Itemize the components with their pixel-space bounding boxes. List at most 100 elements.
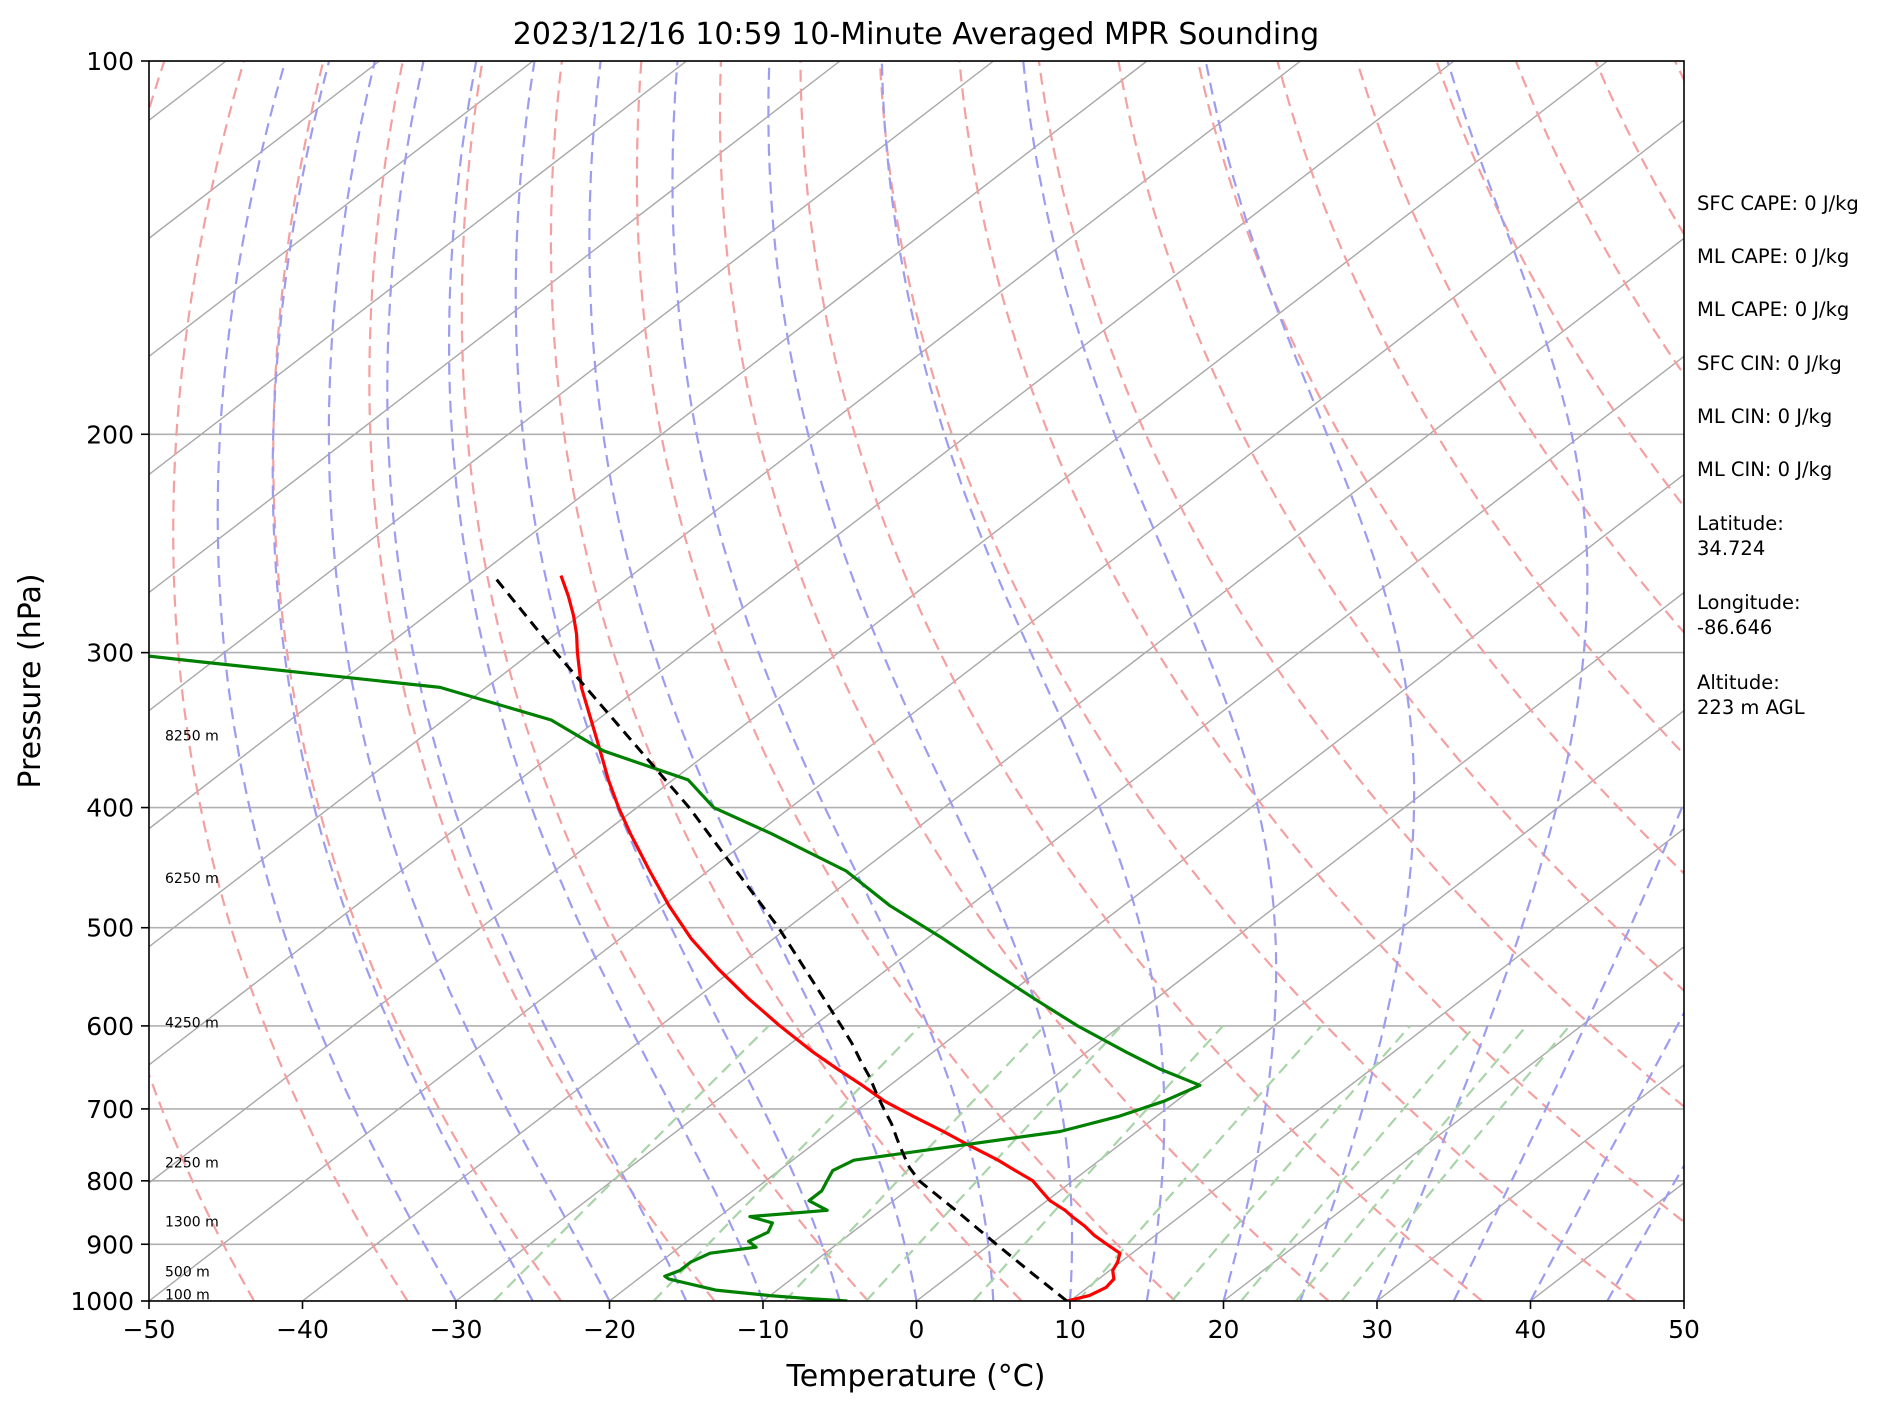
x-axis-title: Temperature (°C) — [786, 1359, 1046, 1394]
moist-adiabat-line — [767, 61, 1074, 1301]
dewpoint-profile — [149, 654, 1202, 1301]
isotherm-line — [149, 61, 687, 476]
height-label: 2250 m — [165, 1155, 219, 1171]
moist-adiabat-line — [1204, 61, 1416, 1301]
y-axis: 100 200 300 400 500 600 700 800 900 1000 — [70, 47, 149, 1316]
y-tick-label: 800 — [86, 1167, 134, 1196]
ml-cin-text: ML CIN: 0 J/kg — [1697, 405, 1832, 428]
y-tick-label: 1000 — [70, 1287, 134, 1316]
isotherm-line — [916, 709, 1684, 1301]
sfc-cin-text: SFC CIN: 0 J/kg — [1697, 352, 1842, 375]
y-axis-title: Pressure (hPa) — [13, 573, 48, 788]
dry-adiabat-line — [799, 61, 1483, 1301]
height-label: 100 m — [165, 1287, 210, 1303]
moist-adiabat-line — [448, 61, 765, 1301]
y-tick-label: 500 — [86, 914, 134, 943]
x-tick-label: 20 — [1208, 1315, 1240, 1344]
height-label: 1300 m — [165, 1215, 219, 1231]
moist-adiabat-line — [880, 61, 1166, 1301]
mixing-ratio-line — [783, 1025, 1046, 1301]
pressure-gridlines — [149, 61, 1684, 1301]
mixing-ratio-line — [972, 1025, 1224, 1301]
isotherm-line — [149, 61, 1455, 1066]
dry-adiabat-line — [368, 61, 716, 1301]
x-tick-label: −30 — [430, 1315, 483, 1344]
moist-adiabat-line — [588, 61, 918, 1301]
moist-adiabat-line — [386, 61, 688, 1301]
sounding-series — [149, 574, 1202, 1301]
mixing-ratio-line — [493, 1025, 770, 1301]
mixing-ratio-line — [1240, 1025, 1476, 1301]
temperature-profile — [559, 575, 1122, 1301]
x-tick-label: −20 — [583, 1315, 636, 1344]
isotherm-line — [149, 61, 841, 594]
dry-adiabat-line — [958, 61, 1684, 1224]
dry-adiabat-line — [149, 61, 256, 1301]
moist-adiabat-line — [1022, 61, 1278, 1301]
mixing-ratio-line — [1171, 1025, 1411, 1301]
y-tick-label: 900 — [86, 1230, 134, 1259]
y-tick-label: 100 — [86, 47, 134, 76]
isotherm-line — [1069, 827, 1684, 1301]
dry-adiabat-line — [718, 61, 1330, 1301]
dry-adiabat-line — [1514, 61, 1684, 377]
x-axis: −50 −40 −30 −20 −10 0 10 20 30 40 50 — [123, 1301, 1700, 1344]
y-tick-label: 600 — [86, 1012, 134, 1041]
moist-adiabats — [216, 61, 1684, 1301]
isotherm-line — [455, 355, 1684, 1301]
latitude-value: 34.724 — [1697, 537, 1765, 560]
longitude-value: -86.646 — [1697, 616, 1772, 639]
x-tick-label: 40 — [1515, 1315, 1547, 1344]
parcel-path — [492, 574, 1068, 1301]
height-label: 6250 m — [165, 871, 219, 887]
x-tick-label: 10 — [1054, 1315, 1086, 1344]
sfc-cape-text: SFC CAPE: 0 J/kg — [1697, 192, 1859, 215]
height-label: 8250 m — [165, 729, 219, 745]
x-tick-label: 30 — [1361, 1315, 1393, 1344]
moist-adiabat-line — [216, 61, 457, 1301]
isotherm-line — [149, 61, 994, 712]
dry-adiabat-line — [1355, 61, 1684, 635]
mixing-ratio-line — [1295, 1025, 1528, 1301]
ml-cape-text-2: ML CAPE: 0 J/kg — [1697, 298, 1849, 321]
dry-adiabat-line — [549, 61, 1023, 1301]
height-label: 4250 m — [165, 1015, 219, 1031]
height-label: 500 m — [165, 1265, 210, 1281]
dry-adiabat-line — [1196, 61, 1684, 875]
y-tick-label: 700 — [86, 1095, 134, 1124]
dry-adiabat-line — [172, 61, 409, 1301]
dry-adiabats — [149, 61, 1684, 1301]
mixing-ratio-line — [865, 1025, 1123, 1301]
plot-area — [149, 61, 1684, 1301]
longitude-label: Longitude: — [1697, 591, 1801, 614]
isotherm-line — [149, 61, 534, 358]
isotherm-line — [149, 61, 1148, 830]
sounding-info-panel: SFC CAPE: 0 J/kg ML CAPE: 0 J/kg ML CAPE… — [1697, 192, 1859, 719]
moist-adiabat-line — [1529, 1010, 1684, 1301]
y-tick-label: 400 — [86, 794, 134, 823]
isotherm-line — [149, 61, 1608, 1184]
x-tick-label: 50 — [1668, 1315, 1700, 1344]
dry-adiabat-line — [1037, 61, 1684, 1109]
moist-adiabat-line — [1606, 1163, 1684, 1301]
isotherms — [149, 61, 1684, 1301]
altitude-value: 223 m AGL — [1697, 696, 1805, 719]
altitude-label: Altitude: — [1697, 671, 1780, 694]
moist-adiabat-line — [1452, 799, 1684, 1301]
x-tick-label: −40 — [276, 1315, 329, 1344]
dry-adiabat-line — [635, 61, 1176, 1301]
latitude-label: Latitude: — [1697, 512, 1784, 535]
dry-adiabat-line — [1117, 61, 1684, 993]
moist-adiabat-line — [327, 61, 611, 1301]
ml-cin-text-2: ML CIN: 0 J/kg — [1697, 458, 1832, 481]
dry-adiabat-line — [878, 61, 1637, 1301]
ml-cape-text: ML CAPE: 0 J/kg — [1697, 245, 1849, 268]
isotherm-line — [762, 591, 1684, 1301]
chart-title: 2023/12/16 10:59 10-Minute Averaged MPR … — [513, 17, 1319, 52]
isotherm-line — [1223, 945, 1684, 1301]
mixing-ratio-line — [652, 1025, 921, 1301]
isotherm-line — [302, 237, 1684, 1301]
isotherm-line — [1376, 1063, 1684, 1301]
